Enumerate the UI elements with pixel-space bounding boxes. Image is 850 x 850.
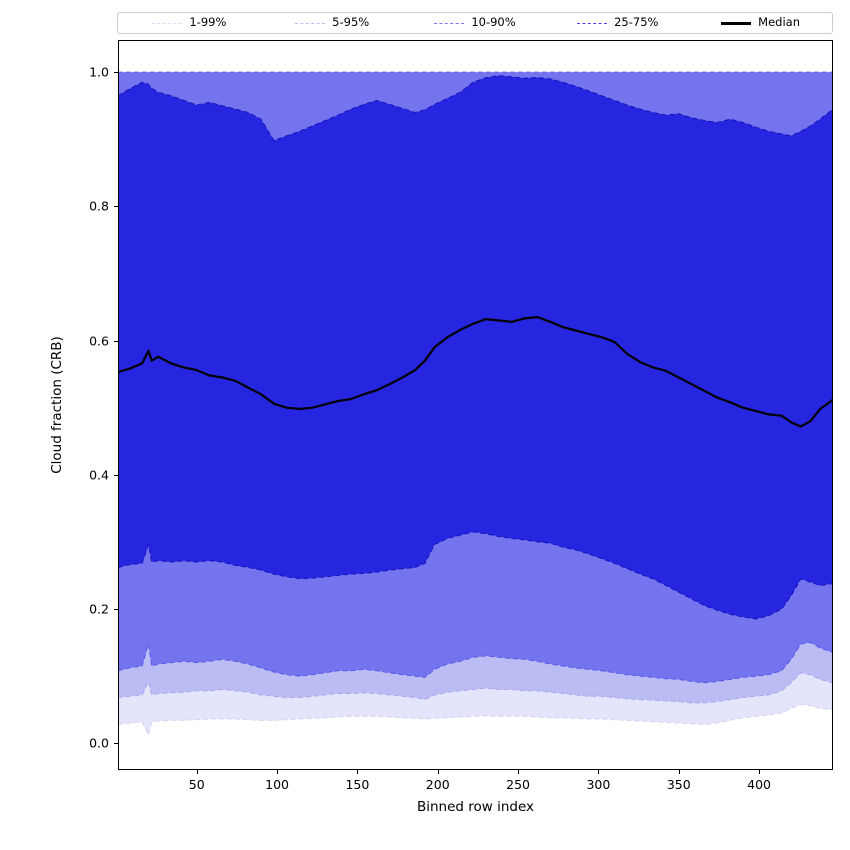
median-line (118, 316, 833, 428)
legend-label: 5-95% (332, 15, 370, 30)
legend-line-sample-10-90 (434, 22, 465, 24)
legend-entry-25-75: 25-75% (546, 17, 689, 29)
x-tick (277, 770, 279, 774)
legend: 1-99% 5-95% 10-90% 25-75% Median (117, 12, 833, 34)
boundary-low-1-99% (118, 703, 833, 737)
legend-label: 10-90% (471, 15, 516, 30)
x-tick-label: 300 (586, 777, 611, 792)
y-tick-label: 0.4 (89, 467, 109, 483)
plot-area (118, 40, 833, 770)
x-tick-label: 350 (666, 777, 691, 792)
x-tick (759, 770, 761, 774)
legend-line-sample-median (721, 21, 752, 25)
y-tick-label: 0.2 (89, 601, 109, 617)
boundary-low-25-75% (118, 531, 833, 620)
y-tick-label: 1.0 (89, 64, 109, 80)
legend-label: 25-75% (614, 15, 659, 30)
legend-line-sample-1-99 (152, 22, 183, 24)
legend-entry-1-99: 1-99% (118, 17, 261, 29)
x-tick-label: 150 (345, 777, 370, 792)
y-tick (114, 206, 118, 208)
x-tick (598, 770, 600, 774)
plot-svg (118, 40, 833, 770)
boundary-low-10-90% (118, 641, 833, 684)
y-tick (114, 72, 118, 74)
legend-entry-5-95: 5-95% (261, 17, 404, 29)
x-tick (196, 770, 198, 774)
y-tick (114, 340, 118, 342)
x-tick-label: 200 (425, 777, 450, 792)
boundary-low-5-95% (118, 672, 833, 704)
legend-entry-median: Median (689, 17, 832, 29)
y-tick (114, 474, 118, 476)
x-tick-label: 400 (747, 777, 772, 792)
x-axis-label: Binned row index (416, 799, 535, 815)
legend-label: 1-99% (189, 15, 227, 30)
x-tick (678, 770, 680, 774)
band-25-75% (118, 75, 833, 620)
x-tick-label: 250 (506, 777, 531, 792)
plot-spine (118, 40, 833, 770)
y-tick-label: 0.0 (89, 735, 109, 751)
x-tick (357, 770, 359, 774)
x-tick (437, 770, 439, 774)
boundary-high-25-75% (118, 75, 833, 142)
legend-line-sample-25-75 (577, 22, 608, 24)
y-tick-label: 0.6 (89, 333, 109, 349)
y-tick (114, 608, 118, 610)
y-tick (114, 743, 118, 745)
y-axis-label: Cloud fraction (CRB) (49, 336, 65, 474)
x-tick-label: 50 (188, 777, 205, 792)
y-tick-label: 0.8 (89, 198, 109, 214)
x-tick (518, 770, 520, 774)
legend-label: Median (758, 15, 800, 30)
legend-line-sample-5-95 (295, 22, 326, 24)
legend-entry-10-90: 10-90% (404, 17, 547, 29)
x-tick-label: 100 (265, 777, 289, 792)
